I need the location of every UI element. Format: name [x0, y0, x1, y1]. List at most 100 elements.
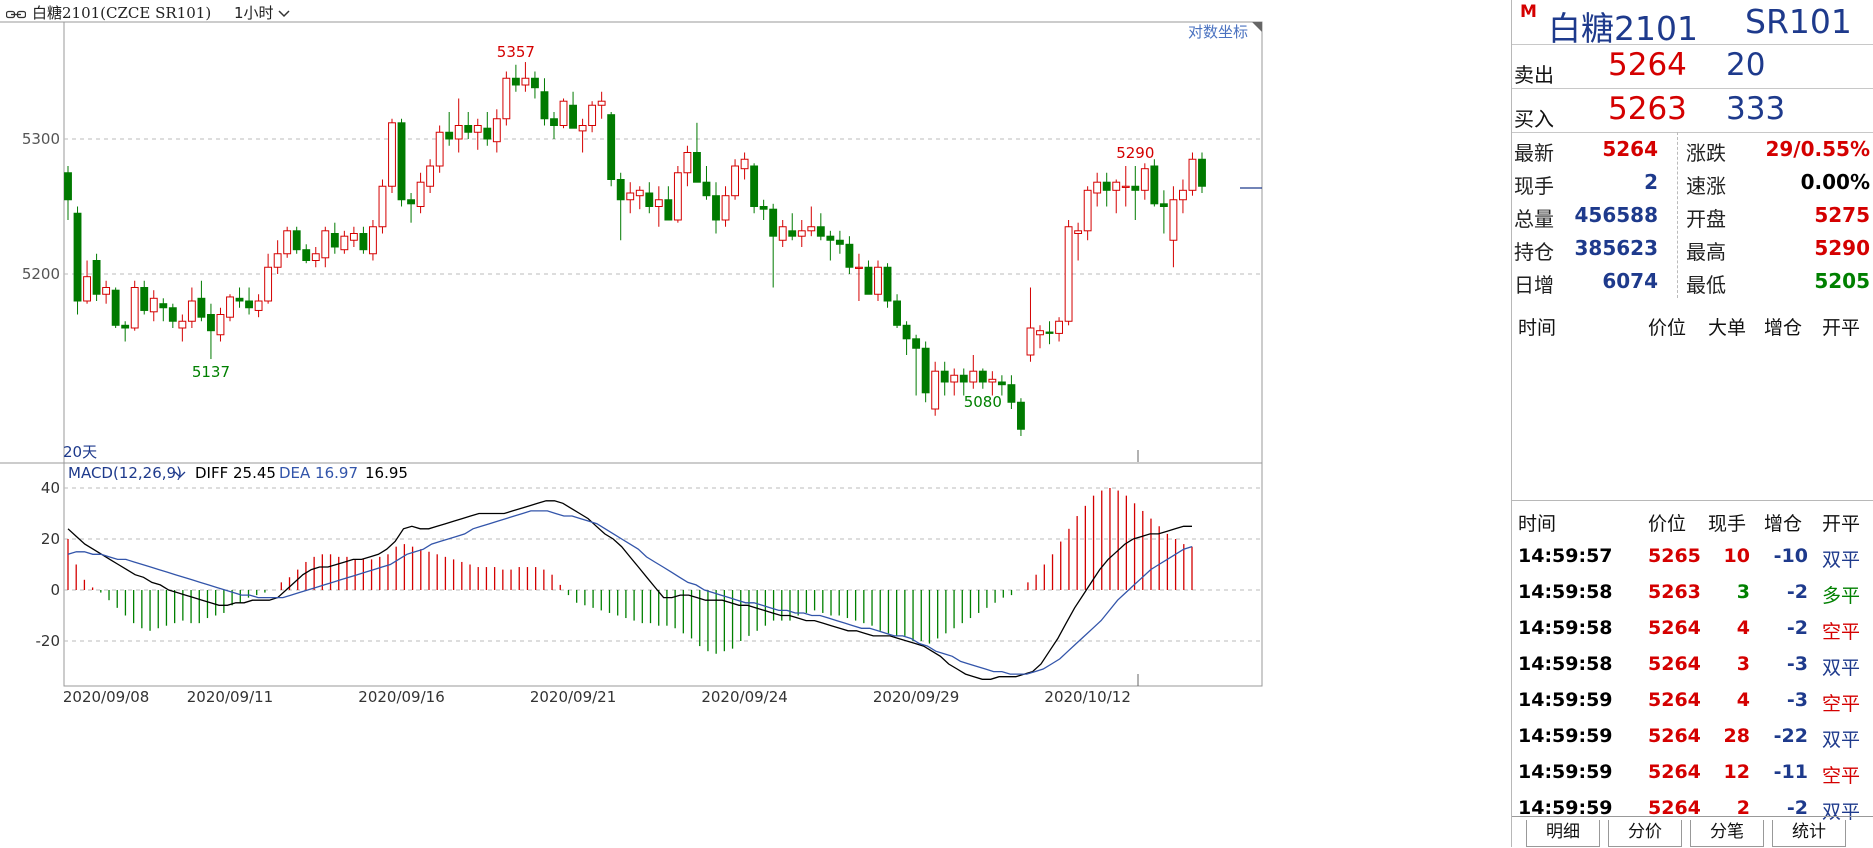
- candle-down[interactable]: [693, 152, 701, 183]
- tab-2[interactable]: 分笔: [1690, 820, 1764, 847]
- candle-up[interactable]: [264, 266, 273, 302]
- tab-1[interactable]: 分价: [1608, 820, 1682, 847]
- candle-down[interactable]: [845, 243, 854, 268]
- candle-up[interactable]: [807, 226, 816, 232]
- candle-down[interactable]: [1102, 181, 1111, 191]
- candle-up[interactable]: [426, 165, 435, 187]
- tab-0[interactable]: 明细: [1526, 820, 1600, 847]
- candle-down[interactable]: [1045, 331, 1054, 334]
- log-scale-toggle[interactable]: 对数坐标: [1188, 23, 1248, 41]
- candle-up[interactable]: [388, 122, 396, 187]
- ask-row[interactable]: 卖出 5264 20: [1512, 44, 1873, 89]
- candle-up[interactable]: [226, 296, 234, 318]
- candle-up[interactable]: [597, 100, 606, 106]
- candle-down[interactable]: [788, 230, 797, 237]
- candle-up[interactable]: [654, 199, 663, 207]
- candle-down[interactable]: [245, 300, 253, 309]
- candle-down[interactable]: [664, 199, 673, 221]
- candle-up[interactable]: [578, 125, 587, 132]
- candle-up[interactable]: [83, 276, 91, 302]
- candle-down[interactable]: [893, 300, 901, 326]
- candle-down[interactable]: [607, 114, 616, 180]
- candle-up[interactable]: [855, 266, 863, 269]
- candle-down[interactable]: [140, 287, 149, 311]
- tick-row[interactable]: 14:59:57 5265 10 -10 双平: [1512, 538, 1873, 574]
- candle-down[interactable]: [883, 266, 892, 302]
- candle-down[interactable]: [359, 233, 368, 251]
- candle-down[interactable]: [826, 235, 835, 241]
- chain-link-icon[interactable]: [5, 6, 27, 19]
- candle-down[interactable]: [712, 195, 720, 221]
- tick-row[interactable]: 14:59:58 5263 3 -2 多平: [1512, 574, 1873, 610]
- candle-down[interactable]: [64, 172, 72, 201]
- candle-down[interactable]: [445, 131, 454, 140]
- candle-up[interactable]: [454, 125, 463, 140]
- candle-up[interactable]: [988, 378, 997, 383]
- candle-down[interactable]: [73, 212, 82, 302]
- price-chart-area[interactable]: 5200 5300 40 20 0 -20 5357 5137 5080 5290 对数坐标 20天 2…: [0, 0, 1510, 847]
- candle-down[interactable]: [702, 181, 711, 197]
- candle-down[interactable]: [483, 127, 492, 140]
- candle-up[interactable]: [311, 253, 320, 261]
- candle-down[interactable]: [978, 370, 987, 383]
- candle-up[interactable]: [340, 235, 349, 251]
- candle-down[interactable]: [864, 266, 873, 295]
- candle-up[interactable]: [416, 181, 425, 207]
- candle-up[interactable]: [130, 287, 139, 329]
- tab-3[interactable]: 统计: [1772, 820, 1846, 847]
- candle-up[interactable]: [178, 320, 187, 329]
- candle-up[interactable]: [216, 314, 225, 336]
- candle-down[interactable]: [759, 206, 768, 210]
- candle-down[interactable]: [511, 77, 520, 86]
- candle-down[interactable]: [207, 314, 215, 332]
- candle-down[interactable]: [816, 226, 825, 237]
- macd-indicator-label[interactable]: MACD(12,26,9): [68, 464, 182, 482]
- candle-up[interactable]: [521, 77, 530, 86]
- candle-up[interactable]: [559, 100, 568, 126]
- candle-up[interactable]: [1121, 185, 1130, 188]
- candle-up[interactable]: [731, 165, 739, 197]
- candle-up[interactable]: [683, 152, 692, 174]
- candle-up[interactable]: [369, 226, 377, 255]
- candle-down[interactable]: [168, 307, 177, 322]
- candle-down[interactable]: [464, 125, 473, 133]
- candle-up[interactable]: [797, 230, 806, 237]
- candle-up[interactable]: [950, 374, 959, 383]
- candle-down[interactable]: [569, 104, 577, 129]
- tick-row[interactable]: 14:59:59 5264 4 -3 空平: [1512, 682, 1873, 718]
- bid-row[interactable]: 买入 5263 333: [1512, 88, 1873, 133]
- candle-up[interactable]: [1169, 199, 1178, 241]
- candle-up[interactable]: [1093, 181, 1102, 194]
- candle-down[interactable]: [159, 303, 168, 309]
- candle-down[interactable]: [959, 374, 968, 383]
- candle-down[interactable]: [1017, 401, 1025, 430]
- candle-up[interactable]: [874, 266, 882, 295]
- candle-down[interactable]: [111, 289, 120, 326]
- candle-down[interactable]: [835, 239, 844, 245]
- candle-down[interactable]: [292, 230, 301, 251]
- candle-down[interactable]: [921, 347, 930, 394]
- candle-down[interactable]: [235, 297, 244, 302]
- candle-up[interactable]: [1179, 189, 1187, 201]
- candle-down[interactable]: [397, 122, 406, 201]
- candle-down[interactable]: [912, 338, 921, 349]
- candle-up[interactable]: [1074, 230, 1083, 235]
- candle-down[interactable]: [769, 208, 778, 237]
- candle-up[interactable]: [473, 125, 482, 133]
- candle-up[interactable]: [626, 192, 635, 201]
- candle-up[interactable]: [273, 253, 282, 268]
- candle-up[interactable]: [1188, 158, 1197, 191]
- candle-down[interactable]: [540, 91, 549, 120]
- candle-up[interactable]: [588, 104, 597, 126]
- candle-up[interactable]: [187, 300, 196, 322]
- candle-up[interactable]: [1026, 327, 1035, 356]
- candle-up[interactable]: [1064, 226, 1073, 322]
- candle-up[interactable]: [778, 226, 787, 241]
- candle-down[interactable]: [1131, 185, 1140, 191]
- candle-up[interactable]: [435, 131, 444, 167]
- candle-up[interactable]: [149, 297, 158, 313]
- candle-down[interactable]: [750, 165, 759, 207]
- candle-down[interactable]: [940, 370, 949, 383]
- candle-up[interactable]: [502, 77, 511, 120]
- candle-down[interactable]: [330, 233, 339, 248]
